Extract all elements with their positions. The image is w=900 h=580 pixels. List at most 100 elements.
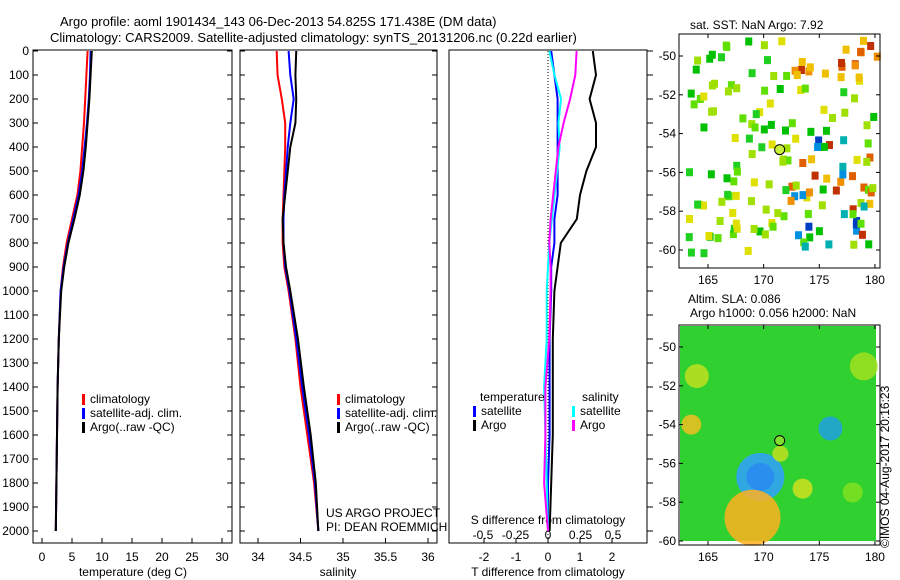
sst-pixel bbox=[745, 134, 753, 143]
y-tick-label: 1200 bbox=[2, 332, 29, 346]
sst-pixel bbox=[748, 150, 756, 159]
sst-pixel bbox=[787, 196, 795, 205]
legend-swatch bbox=[473, 406, 476, 417]
sst-pixel bbox=[860, 183, 868, 192]
sst-pixel bbox=[733, 167, 741, 176]
sst-pixel bbox=[718, 53, 726, 62]
sst-pixel bbox=[799, 159, 807, 168]
sst-pixel bbox=[820, 105, 828, 114]
sst-xtick-label: 165 bbox=[698, 273, 718, 287]
sst-pixel bbox=[841, 108, 849, 117]
sla-title: Altim. SLA: 0.086 bbox=[688, 292, 781, 306]
sst-pixel bbox=[783, 144, 791, 153]
y-tick-label: 0 bbox=[22, 44, 29, 58]
temp-tick-label: 5 bbox=[69, 550, 76, 564]
sst-pixel bbox=[724, 87, 732, 96]
y-tick-label: 2000 bbox=[2, 524, 29, 538]
sst-pixel bbox=[808, 155, 816, 164]
sst-pixel bbox=[821, 69, 829, 78]
sst-pixel bbox=[840, 88, 848, 97]
tdiff-tick-label: 1 bbox=[577, 550, 584, 564]
sst-ytick-label: -54 bbox=[659, 127, 677, 141]
sst-pixel bbox=[714, 234, 722, 243]
y-tick-label: 300 bbox=[9, 116, 29, 130]
sst-pixel bbox=[732, 191, 740, 200]
sla-profile-marker bbox=[774, 435, 786, 447]
sst-pixel bbox=[724, 190, 732, 199]
sla-anomaly bbox=[736, 452, 785, 501]
tdiff-xlabel: T difference from climatology bbox=[471, 565, 625, 579]
y-tick-label: 400 bbox=[9, 140, 29, 154]
sdiff-tick-label: -0.5 bbox=[473, 528, 494, 542]
sdiff-tick-label: -0.25 bbox=[502, 528, 530, 542]
title-line-2: Climatology: CARS2009. Satellite-adjuste… bbox=[50, 30, 577, 45]
sst-pixel bbox=[792, 181, 800, 190]
sst-pixel bbox=[744, 246, 752, 255]
sal-tick-label: 36 bbox=[421, 550, 435, 564]
watermark: ©IMOS 04-Aug-2017 20:16:23 bbox=[878, 385, 892, 548]
sal-tick-label: 35.5 bbox=[374, 550, 398, 564]
sst-pixel bbox=[788, 119, 796, 128]
sst-pixel bbox=[807, 127, 815, 136]
sst-pixel bbox=[791, 192, 799, 201]
sst-pixel bbox=[837, 177, 845, 186]
sst-pixel bbox=[700, 123, 708, 132]
sst-ytick-label: -52 bbox=[659, 88, 677, 102]
sla-anomaly bbox=[681, 414, 702, 435]
sst-pixel bbox=[727, 81, 735, 90]
sla-xtick-label: 165 bbox=[698, 550, 718, 564]
sst-pixel bbox=[782, 126, 790, 135]
credit-text: US ARGO PROJECT bbox=[326, 506, 441, 520]
temp-xlabel: temperature (deg C) bbox=[79, 565, 187, 579]
sdiff-tick-label: 0.5 bbox=[605, 528, 622, 542]
sst-pixel bbox=[853, 216, 861, 225]
sst-pixel bbox=[784, 156, 792, 165]
sla-ytick-label: -60 bbox=[659, 534, 677, 548]
sst-pixel bbox=[840, 136, 848, 145]
sst-pixel bbox=[869, 184, 877, 193]
sst-pixel bbox=[699, 201, 707, 210]
y-tick-label: 800 bbox=[9, 236, 29, 250]
sst-pixel bbox=[778, 37, 786, 46]
y-tick-label: 1100 bbox=[3, 308, 29, 322]
sla-anomaly bbox=[772, 445, 789, 462]
sst-pixel bbox=[748, 69, 756, 78]
sst-pixel bbox=[793, 71, 801, 80]
pi-text: PI: DEAN ROEMMICH bbox=[326, 520, 448, 534]
sst-pixel bbox=[733, 84, 741, 93]
sst-ytick-label: -56 bbox=[659, 165, 677, 179]
sst-pixel bbox=[815, 136, 823, 145]
sst-pixel bbox=[859, 36, 867, 45]
temp-tick-label: 30 bbox=[215, 550, 229, 564]
sdiff-tick-label: 0.25 bbox=[569, 528, 593, 542]
sst-pixel bbox=[686, 214, 694, 223]
sst-pixel bbox=[839, 162, 847, 171]
sal-xlabel: salinity bbox=[320, 565, 357, 579]
sst-pixel bbox=[758, 143, 766, 152]
legend-title-temperature: temperature bbox=[480, 390, 545, 404]
sst-pixel bbox=[685, 233, 693, 242]
sst-pixel bbox=[842, 45, 850, 54]
sst-pixel bbox=[801, 84, 809, 93]
temp-tick-label: 20 bbox=[155, 550, 169, 564]
sla-xtick-label: 170 bbox=[754, 550, 774, 564]
y-tick-label: 500 bbox=[9, 164, 29, 178]
temperature-panel bbox=[32, 49, 233, 544]
sst-pixel bbox=[760, 41, 768, 50]
sst-pixel bbox=[857, 219, 865, 228]
sst-pixel bbox=[687, 248, 695, 257]
y-tick-label: 1300 bbox=[2, 356, 29, 370]
sst-pixel bbox=[700, 92, 708, 101]
sst-pixel bbox=[805, 67, 813, 76]
sst-pixel bbox=[837, 73, 845, 82]
sst-pixel bbox=[788, 182, 796, 191]
sal-tick-label: 35 bbox=[336, 550, 350, 564]
sst-pixel bbox=[825, 240, 833, 249]
sst-pixel bbox=[752, 110, 760, 119]
temp-tick-label: 0 bbox=[39, 550, 46, 564]
diff-series-0 bbox=[547, 50, 559, 531]
sst-pixel bbox=[801, 242, 809, 251]
sst-pixel bbox=[782, 186, 790, 195]
sst-pixel bbox=[850, 240, 858, 249]
sst-pixel bbox=[739, 114, 747, 123]
